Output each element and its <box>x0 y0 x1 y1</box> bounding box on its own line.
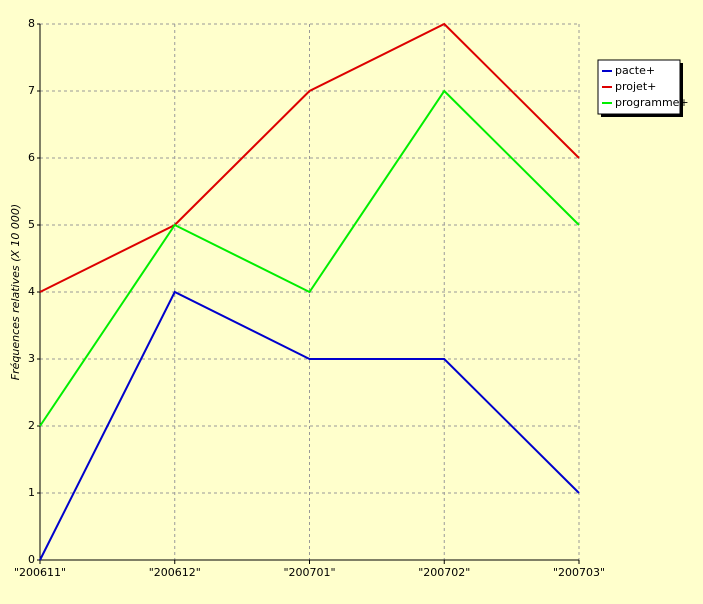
y-tick-label: 3 <box>28 352 35 365</box>
series-line <box>39 290 580 561</box>
legend-label: programme+ <box>615 96 689 109</box>
series-line <box>39 89 580 427</box>
x-tick-label: "200611" <box>14 566 66 579</box>
y-tick-label: 8 <box>28 17 35 30</box>
x-tick-label: "200612" <box>149 566 201 579</box>
series-line <box>39 22 580 293</box>
legend-label: projet+ <box>615 80 656 93</box>
y-tick-label: 4 <box>28 285 35 298</box>
x-tick-label: "200702" <box>418 566 470 579</box>
x-tick-label: "200701" <box>283 566 335 579</box>
y-tick-label: 5 <box>28 218 35 231</box>
legend-label: pacte+ <box>615 64 655 77</box>
y-tick-label: 1 <box>28 486 35 499</box>
x-tick-label: "200703" <box>553 566 605 579</box>
y-tick-label: 7 <box>28 84 35 97</box>
y-tick-label: 2 <box>28 419 35 432</box>
y-tick-label: 6 <box>28 151 35 164</box>
y-tick-label: 0 <box>28 553 35 566</box>
y-axis-label: Fréquences relatives (X 10 000) <box>9 204 22 380</box>
